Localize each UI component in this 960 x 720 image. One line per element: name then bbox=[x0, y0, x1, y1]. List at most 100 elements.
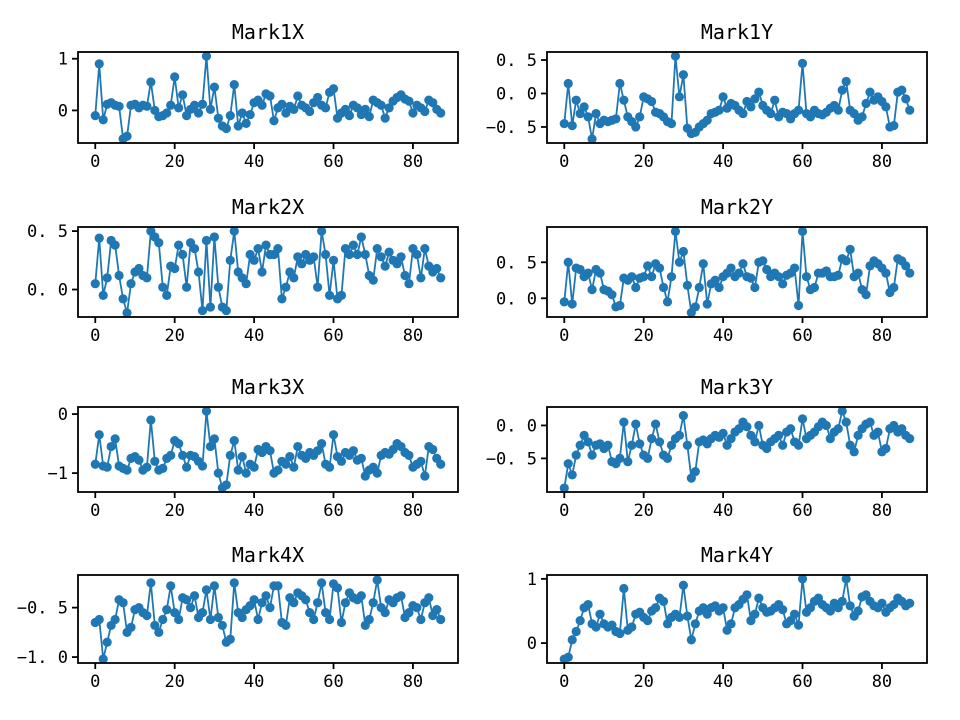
data-point-marker bbox=[396, 591, 406, 601]
data-point-marker bbox=[750, 609, 760, 619]
x-tick-label: 0 bbox=[559, 152, 569, 172]
data-point-marker bbox=[579, 102, 589, 112]
data-point-marker bbox=[122, 131, 132, 141]
data-point-marker bbox=[901, 261, 911, 271]
data-point-marker bbox=[789, 263, 800, 273]
y-tick-label: 0. 0 bbox=[496, 289, 537, 309]
data-point-marker bbox=[587, 285, 597, 295]
data-point-marker bbox=[754, 593, 764, 603]
data-point-marker bbox=[432, 263, 442, 274]
data-point-marker bbox=[682, 611, 692, 621]
data-point-marker bbox=[356, 232, 366, 242]
data-point-marker bbox=[241, 279, 251, 289]
data-point-marker bbox=[309, 252, 319, 262]
x-tick-label: 80 bbox=[403, 152, 423, 172]
data-point-marker bbox=[635, 439, 645, 449]
data-point-marker bbox=[722, 440, 732, 450]
data-point-marker bbox=[229, 79, 239, 90]
data-point-marker bbox=[380, 113, 390, 123]
data-point-marker bbox=[658, 282, 669, 293]
data-point-marker bbox=[245, 109, 255, 120]
data-point-marker bbox=[420, 106, 430, 117]
data-point-marker bbox=[126, 279, 136, 289]
subplot-title-mark4x: Mark4X bbox=[231, 543, 305, 567]
data-point-marker bbox=[344, 249, 354, 260]
data-point-marker bbox=[229, 227, 239, 236]
data-point-marker bbox=[134, 263, 144, 274]
data-point-marker bbox=[98, 654, 108, 663]
data-point-marker bbox=[615, 628, 625, 639]
data-point-marker bbox=[376, 252, 386, 262]
data-point-marker bbox=[146, 415, 156, 425]
x-tick-label: 60 bbox=[323, 152, 343, 172]
data-point-marker bbox=[559, 297, 569, 307]
data-point-marker bbox=[631, 419, 641, 429]
data-point-marker bbox=[881, 443, 891, 454]
x-tick-label: 20 bbox=[164, 501, 184, 521]
data-point-marker bbox=[845, 601, 855, 611]
data-point-marker bbox=[154, 238, 164, 248]
data-point-marker bbox=[281, 108, 291, 118]
data-point-marker bbox=[309, 614, 319, 625]
data-point-marker bbox=[587, 134, 597, 143]
data-point-marker bbox=[408, 108, 418, 118]
data-point-marker bbox=[627, 622, 637, 632]
x-tick-label: 80 bbox=[872, 326, 892, 346]
data-point-marker bbox=[575, 264, 585, 275]
data-point-marker bbox=[436, 108, 446, 118]
data-point-marker bbox=[249, 462, 259, 472]
data-point-marker bbox=[420, 471, 430, 481]
data-point-marker bbox=[575, 108, 585, 119]
x-tick-label: 40 bbox=[713, 326, 733, 346]
data-point-marker bbox=[352, 103, 362, 113]
data-point-marker bbox=[881, 102, 891, 112]
data-point-marker bbox=[189, 591, 200, 601]
data-point-marker bbox=[166, 450, 176, 460]
data-point-marker bbox=[281, 620, 291, 631]
data-point-marker bbox=[400, 270, 410, 281]
data-point-marker bbox=[821, 420, 831, 431]
data-point-marker bbox=[654, 263, 665, 273]
data-point-marker bbox=[793, 105, 804, 115]
data-point-marker bbox=[217, 620, 227, 631]
subplot-mark2x: Mark2X 0 20 40 60 80 0. 5 0. 0 bbox=[0, 180, 480, 360]
data-point-marker bbox=[571, 95, 581, 105]
data-point-marker bbox=[205, 302, 216, 312]
data-point-marker bbox=[281, 459, 291, 469]
data-point-marker bbox=[651, 603, 661, 613]
data-point-marker bbox=[750, 282, 760, 293]
data-series-line bbox=[563, 577, 911, 660]
data-point-marker bbox=[575, 440, 585, 450]
data-point-marker bbox=[162, 290, 172, 300]
data-point-marker bbox=[404, 96, 414, 106]
data-point-marker bbox=[253, 244, 263, 254]
data-point-marker bbox=[631, 282, 641, 293]
x-tick-label: 80 bbox=[872, 672, 892, 692]
data-point-marker bbox=[718, 603, 728, 613]
data-point-marker bbox=[857, 112, 867, 122]
data-point-marker bbox=[313, 598, 323, 608]
y-tick-label: 0 bbox=[58, 405, 68, 425]
data-point-marker bbox=[293, 441, 303, 452]
data-point-marker bbox=[710, 275, 720, 285]
y-tick-label: 1 bbox=[58, 50, 68, 70]
y-tick-label: −1. 0 bbox=[17, 648, 68, 668]
data-point-marker bbox=[146, 578, 156, 588]
data-point-marker bbox=[583, 599, 593, 610]
x-tick-label: 60 bbox=[792, 501, 812, 521]
data-point-marker bbox=[750, 437, 760, 447]
data-point-marker bbox=[110, 614, 120, 625]
x-tick-label: 40 bbox=[244, 152, 264, 172]
x-tick-label: 60 bbox=[792, 672, 812, 692]
data-series-line bbox=[563, 55, 911, 140]
subplot-mark4x: Mark4X 0 20 40 60 80 −0. 5 −1. 0 bbox=[0, 540, 480, 720]
plot-area-mark3y: 0 20 40 60 80 0. 0 −0. 5 bbox=[486, 406, 928, 521]
data-point-marker bbox=[336, 290, 347, 300]
data-series bbox=[559, 227, 915, 317]
x-tick-label: 60 bbox=[323, 326, 343, 346]
data-point-marker bbox=[654, 437, 665, 447]
data-point-marker bbox=[702, 115, 712, 125]
data-point-marker bbox=[853, 430, 863, 440]
data-point-marker bbox=[682, 440, 692, 450]
y-tick-label: 0 bbox=[58, 101, 68, 121]
